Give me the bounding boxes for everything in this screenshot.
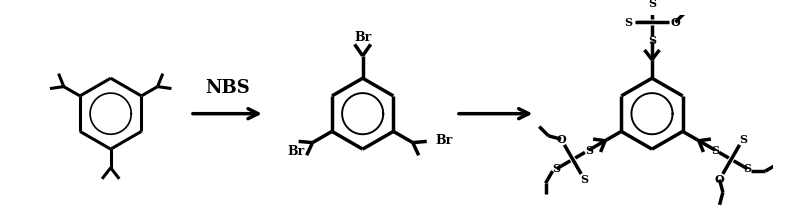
Text: S: S <box>553 163 561 174</box>
Text: S: S <box>625 17 633 28</box>
Text: Br: Br <box>288 145 305 158</box>
Text: Br: Br <box>435 134 453 147</box>
Text: S: S <box>648 0 656 9</box>
Text: S: S <box>743 163 751 174</box>
Text: O: O <box>714 174 725 185</box>
Text: S: S <box>739 134 747 145</box>
Text: S: S <box>581 174 589 185</box>
Text: O: O <box>670 17 680 28</box>
Text: NBS: NBS <box>205 78 250 97</box>
Text: S: S <box>648 35 656 46</box>
Text: S: S <box>711 145 719 156</box>
Text: O: O <box>556 134 566 145</box>
Text: Br: Br <box>354 31 371 44</box>
Text: S: S <box>585 145 593 156</box>
